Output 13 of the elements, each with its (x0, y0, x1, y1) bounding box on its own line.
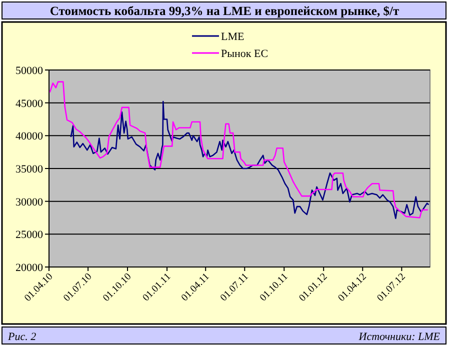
y-tick-label: 45000 (16, 98, 44, 110)
y-tick-label: 25000 (16, 229, 44, 242)
y-tick-label: 20000 (16, 262, 44, 274)
legend-label: LME (221, 31, 244, 43)
text: Источники: LME (358, 331, 440, 343)
y-tick-label: 30000 (16, 196, 44, 208)
line-series (70, 100, 430, 220)
text: Рис. 2 (7, 331, 37, 343)
y-tick-label: 35000 (16, 164, 44, 176)
legend-label: Рынок ЕС (221, 48, 268, 60)
chart-title: Стоимость кобальта 99,3% на LME и европейском рынке, $/т (50, 4, 400, 18)
y-tick-label: 50000 (16, 65, 44, 77)
y-tick-label: 40000 (16, 130, 44, 143)
